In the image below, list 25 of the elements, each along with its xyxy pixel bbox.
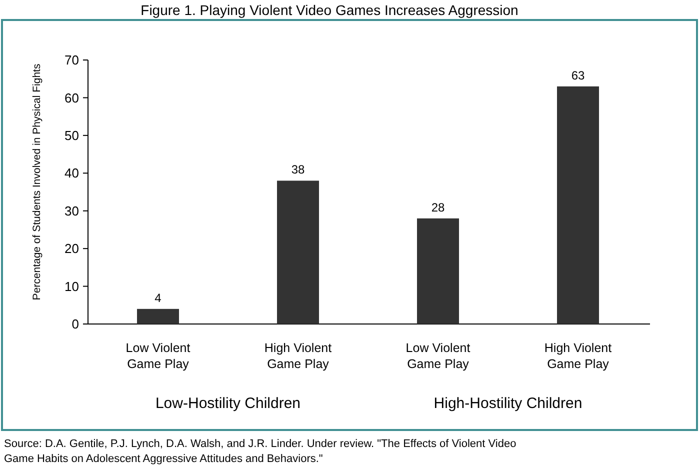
y-tick-label: 50 [64,128,79,143]
x-tick-label: Low Violent Game Play [126,341,191,371]
x-tick-label: Low Violent Game Play [406,341,471,371]
y-tick-label: 0 [72,316,79,332]
y-axis-title: Percentage of Students Involved in Physical Fights [31,64,43,300]
data-label: 63 [571,68,585,82]
data-label: 28 [431,200,445,214]
y-tick-label: 60 [64,90,79,106]
x-tick-label: High Violent Game Play [544,341,612,371]
y-tick-label: 30 [64,203,79,218]
bar [277,180,319,324]
data-label: 4 [154,290,162,305]
data-label: 38 [291,162,305,177]
y-tick-label: 70 [64,52,79,68]
text: Low-Hostility Children [155,395,301,412]
y-tick-label: 40 [64,166,79,181]
chart-title: Figure 1. Playing Violent Video Games Increases Aggression [140,2,518,18]
bar [417,218,459,324]
x-tick-label: High Violent Game Play [264,341,332,371]
bar [557,86,599,324]
y-tick-label: 10 [64,278,79,294]
text: High-Hostility Children [434,395,582,412]
bar [137,308,179,324]
source-note: Source: D.A. Gentile, P.J. Lynch, D.A. Walsh, and J.R. Linder. Under review. "The Effects of Violent Video Game Habits on Adolescent Aggressive Attitudes and Behaviors." [4,438,516,465]
y-tick-label: 20 [64,241,79,256]
